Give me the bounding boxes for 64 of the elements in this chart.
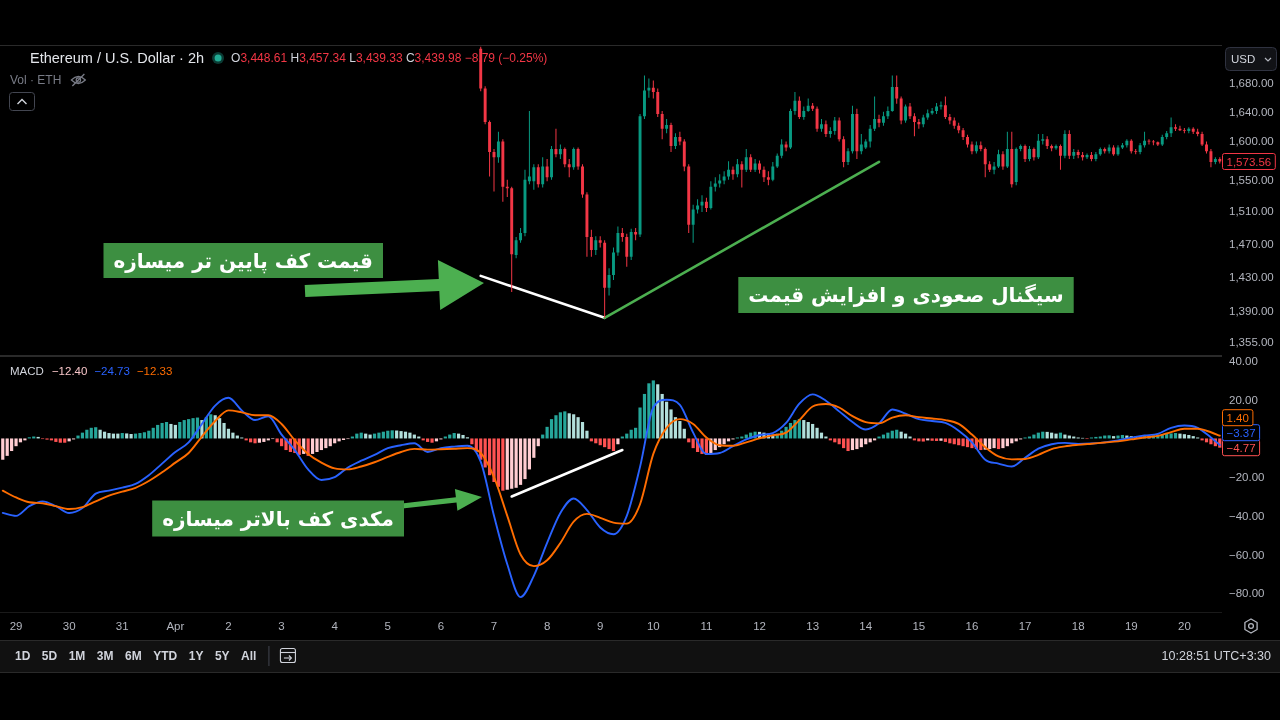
y-tick-label: 1,550.00 xyxy=(1229,173,1274,186)
text: All xyxy=(241,649,257,663)
y-tick-label: 20.00 xyxy=(1229,393,1258,406)
x-tick-label: 8 xyxy=(543,620,551,632)
text: 1Y xyxy=(188,649,204,663)
x-tick-label: 6 xyxy=(437,620,445,632)
y-tick-label: 1,510.00 xyxy=(1229,205,1274,218)
annotation: −12.40 xyxy=(51,365,88,377)
x-tick-label: 16 xyxy=(965,620,979,632)
x-tick-label: 3 xyxy=(278,620,285,632)
y-tick-label: 1,640.00 xyxy=(1229,105,1274,118)
y-tick-label: 1,600.00 xyxy=(1229,135,1274,148)
annotation: مکدی کف بالاتر میسازه xyxy=(162,506,395,531)
x-tick-label: 14 xyxy=(859,620,873,632)
x-tick-label: 9 xyxy=(597,620,604,632)
annotation: −12.33 xyxy=(136,365,173,377)
y-tick-label: −60.00 xyxy=(1229,548,1265,561)
x-tick-label: 18 xyxy=(1071,620,1085,632)
annotation: Vol · ETH xyxy=(10,73,62,87)
y-tick-label: 1,680.00 xyxy=(1229,76,1274,89)
x-tick-label: 20 xyxy=(1177,620,1191,632)
x-tick-label: Apr xyxy=(166,620,185,632)
x-tick-label: 13 xyxy=(806,620,820,632)
y-tick-label: −20.00 xyxy=(1229,471,1265,484)
x-tick-label: 30 xyxy=(62,620,76,632)
x-tick-label: 19 xyxy=(1124,620,1138,632)
x-tick-label: 7 xyxy=(490,620,498,632)
y-tick-label: −80.00 xyxy=(1229,587,1265,600)
x-tick-label: 31 xyxy=(115,620,129,632)
text: 1M xyxy=(68,649,86,663)
annotation: −24.73 xyxy=(94,365,130,377)
x-tick-label: 29 xyxy=(9,620,23,632)
text: 10:28:51 UTC+3:30 xyxy=(1161,649,1272,663)
x-tick-label: 12 xyxy=(753,620,766,632)
x-tick-label: 4 xyxy=(331,620,339,632)
callout: مکدی کف بالاتر میسازه xyxy=(152,489,482,537)
last-value-tag: −3.37 xyxy=(1222,424,1261,442)
text: 3M xyxy=(96,649,114,663)
x-tick-label: 2 xyxy=(225,620,232,632)
x-tick-label: 10 xyxy=(646,620,660,632)
last-value-tag: 1.40 xyxy=(1222,409,1254,427)
y-tick-label: 40.00 xyxy=(1229,355,1258,368)
text: 5D xyxy=(41,649,58,663)
text: YTD xyxy=(153,649,178,663)
text: 5Y xyxy=(214,649,230,663)
y-tick-label: 1,430.00 xyxy=(1229,270,1274,283)
text: 6M xyxy=(125,649,142,663)
x-tick-label: 5 xyxy=(384,620,391,632)
y-tick-label: 1,390.00 xyxy=(1229,304,1274,317)
chart-title: Ethereum / U.S. Dollar · 2h xyxy=(30,50,205,66)
text: MACD xyxy=(10,365,44,377)
callout: قیمت کف پایین تر میسازه xyxy=(103,243,484,310)
y-tick-label: 1,355.00 xyxy=(1229,335,1274,348)
button-currency: USD xyxy=(1225,47,1277,71)
y-tick-label: −40.00 xyxy=(1229,509,1265,522)
x-tick-label: 17 xyxy=(1018,620,1032,632)
text: 1D xyxy=(15,649,31,663)
x-tick-label: 15 xyxy=(912,620,926,632)
x-tick-label: 11 xyxy=(700,620,713,632)
y-tick-label: 1,470.00 xyxy=(1229,237,1274,250)
last-value-tag: 1,573.56 xyxy=(1222,153,1276,170)
annotation: قیمت کف پایین تر میسازه xyxy=(113,248,373,274)
caption: سیگنال صعودی و افزایش قیمت xyxy=(738,277,1074,313)
annotation: سیگنال صعودی و افزایش قیمت xyxy=(748,283,1064,307)
